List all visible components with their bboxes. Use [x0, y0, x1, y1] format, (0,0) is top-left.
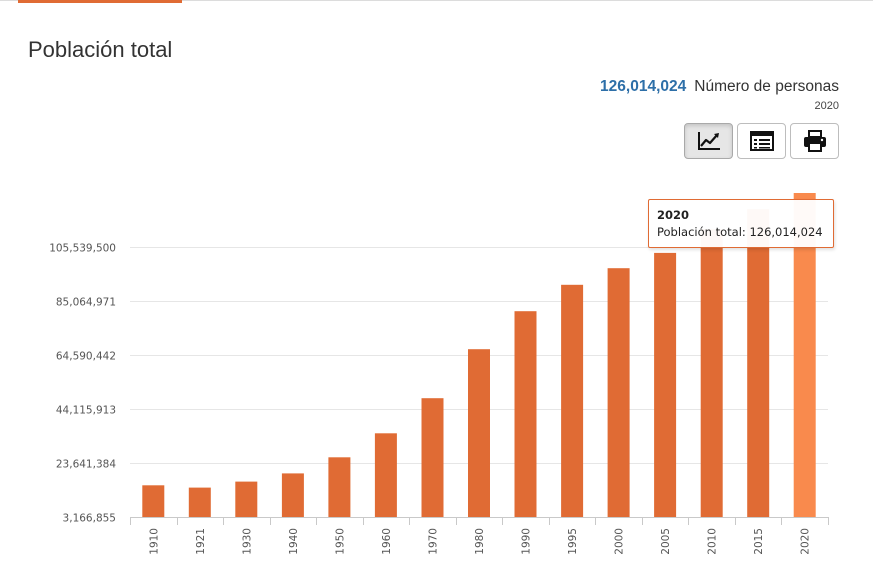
bar-2020[interactable]: [793, 193, 816, 517]
y-tick-label: 3,166,855: [63, 513, 116, 525]
y-tick-label: 23,641,384: [56, 459, 116, 471]
bar-1995[interactable]: [561, 284, 584, 517]
y-tick-label: 85,064,971: [56, 297, 116, 309]
bar-1940[interactable]: [281, 473, 304, 517]
bar-1930[interactable]: [235, 481, 258, 517]
x-tick-label: 1910: [148, 528, 160, 555]
x-tick-label: 1980: [474, 528, 486, 555]
tooltip-year: 2020: [657, 208, 690, 222]
chart-view-button[interactable]: [684, 123, 733, 159]
x-tick-label: 1990: [521, 528, 533, 555]
x-tick-label: 1995: [567, 528, 579, 555]
line-chart-icon: [697, 132, 720, 150]
summary-unit: Número de personas: [694, 78, 839, 95]
table-view-button[interactable]: [737, 123, 786, 159]
bar-2000[interactable]: [607, 268, 630, 517]
bar-1950[interactable]: [328, 457, 351, 517]
bar-1910[interactable]: [142, 485, 165, 517]
bar-2015[interactable]: [747, 209, 770, 517]
x-tick-label: 2020: [800, 528, 812, 555]
bar-1960[interactable]: [374, 433, 397, 517]
summary-value: 126,014,024: [600, 78, 687, 95]
x-tick-label: 1960: [381, 528, 393, 555]
x-tick-label: 2010: [707, 528, 719, 555]
top-divider: [0, 0, 873, 1]
table-list-icon: [749, 131, 774, 151]
bar-2010[interactable]: [700, 229, 723, 517]
bar-1990[interactable]: [514, 311, 537, 517]
x-tick-label: 1950: [334, 528, 346, 555]
summary-panel: 126,014,024 Número de personas 2020: [600, 78, 839, 112]
active-tab-indicator: [18, 0, 182, 3]
y-tick-label: 44,115,913: [56, 405, 116, 417]
y-tick-label: 105,539,500: [49, 243, 116, 255]
printer-icon: [803, 130, 826, 152]
bar-1970[interactable]: [421, 398, 444, 517]
page-title: Población total: [28, 37, 173, 62]
tooltip-value: 126,014,024: [749, 225, 823, 239]
x-tick-label: 1940: [288, 528, 300, 555]
x-tick-label: 2005: [660, 528, 672, 555]
summary-year: 2020: [814, 100, 839, 112]
print-button[interactable]: [790, 123, 839, 159]
x-tick-label: 1930: [241, 528, 253, 555]
bar-2005[interactable]: [654, 252, 677, 517]
bar-1980[interactable]: [468, 349, 490, 517]
x-tick-label: 2015: [753, 528, 765, 555]
chart-tooltip: 2020 Población total: 126,014,024: [648, 199, 834, 248]
x-tick-label: 2000: [614, 528, 626, 555]
bar-1921[interactable]: [188, 487, 211, 517]
x-tick-label: 1921: [195, 528, 207, 555]
x-tick-label: 1970: [428, 528, 440, 555]
y-tick-label: 64,590,442: [56, 351, 116, 363]
tooltip-label: Población total:: [657, 225, 746, 239]
view-toolbar: [684, 123, 839, 159]
